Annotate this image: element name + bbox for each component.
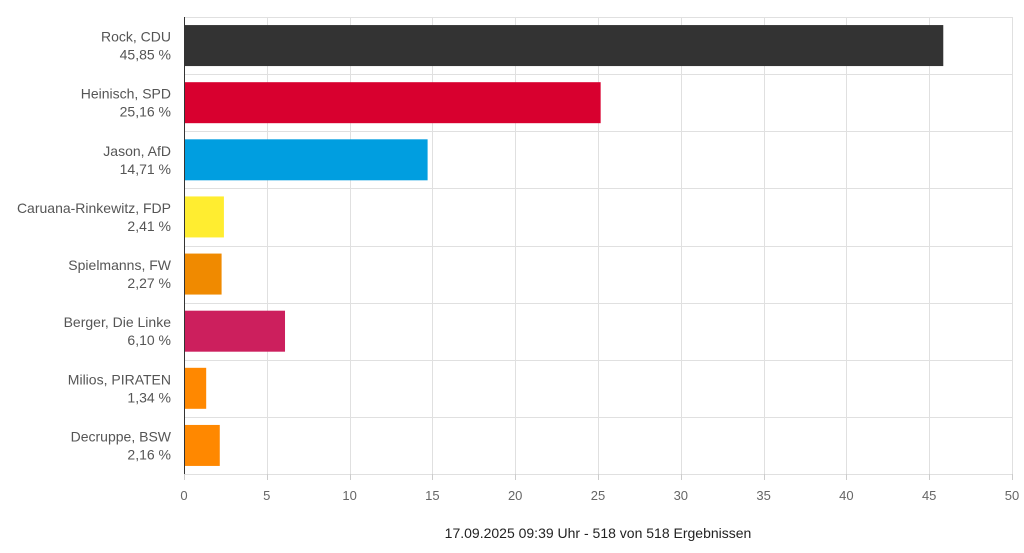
- percent-label: 14,71 %: [120, 161, 171, 177]
- bar-7[interactable]: [184, 367, 207, 409]
- percent-label: 6,10 %: [127, 332, 171, 348]
- x-tick-label: 30: [674, 488, 688, 503]
- x-tick-label: 45: [922, 488, 936, 503]
- category-label: Caruana-Rinkewitz, FDP: [17, 200, 171, 216]
- category-label: Spielmanns, FW: [68, 257, 171, 273]
- bar-6[interactable]: [184, 310, 286, 352]
- x-tick-label: 0: [180, 488, 187, 503]
- bar-3[interactable]: [184, 139, 428, 181]
- bar-8[interactable]: [184, 424, 220, 466]
- percent-label: 45,85 %: [120, 47, 171, 63]
- bar-2[interactable]: [184, 82, 601, 124]
- x-tick-label: 35: [756, 488, 770, 503]
- x-tick-label: 40: [839, 488, 853, 503]
- x-tick-label: 25: [591, 488, 605, 503]
- results-footer: 17.09.2025 09:39 Uhr - 518 von 518 Ergeb…: [445, 525, 752, 541]
- x-tick-label: 15: [425, 488, 439, 503]
- percent-label: 2,27 %: [127, 275, 171, 291]
- x-tick-label: 10: [342, 488, 356, 503]
- x-tick-label: 50: [1005, 488, 1019, 503]
- category-label: Jason, AfD: [103, 143, 171, 159]
- category-label: Berger, Die Linke: [64, 314, 172, 330]
- percent-label: 1,34 %: [127, 389, 171, 405]
- category-label: Rock, CDU: [101, 29, 171, 45]
- percent-label: 25,16 %: [120, 104, 171, 120]
- bar-4[interactable]: [184, 196, 224, 238]
- category-label: Milios, PIRATEN: [68, 371, 171, 387]
- x-tick-label: 5: [263, 488, 270, 503]
- bar-1[interactable]: [184, 25, 944, 67]
- percent-label: 2,41 %: [127, 218, 171, 234]
- percent-label: 2,16 %: [127, 446, 171, 462]
- bar-5[interactable]: [184, 253, 222, 295]
- category-label: Decruppe, BSW: [71, 428, 172, 444]
- x-tick-label: 20: [508, 488, 522, 503]
- category-label: Heinisch, SPD: [81, 86, 171, 102]
